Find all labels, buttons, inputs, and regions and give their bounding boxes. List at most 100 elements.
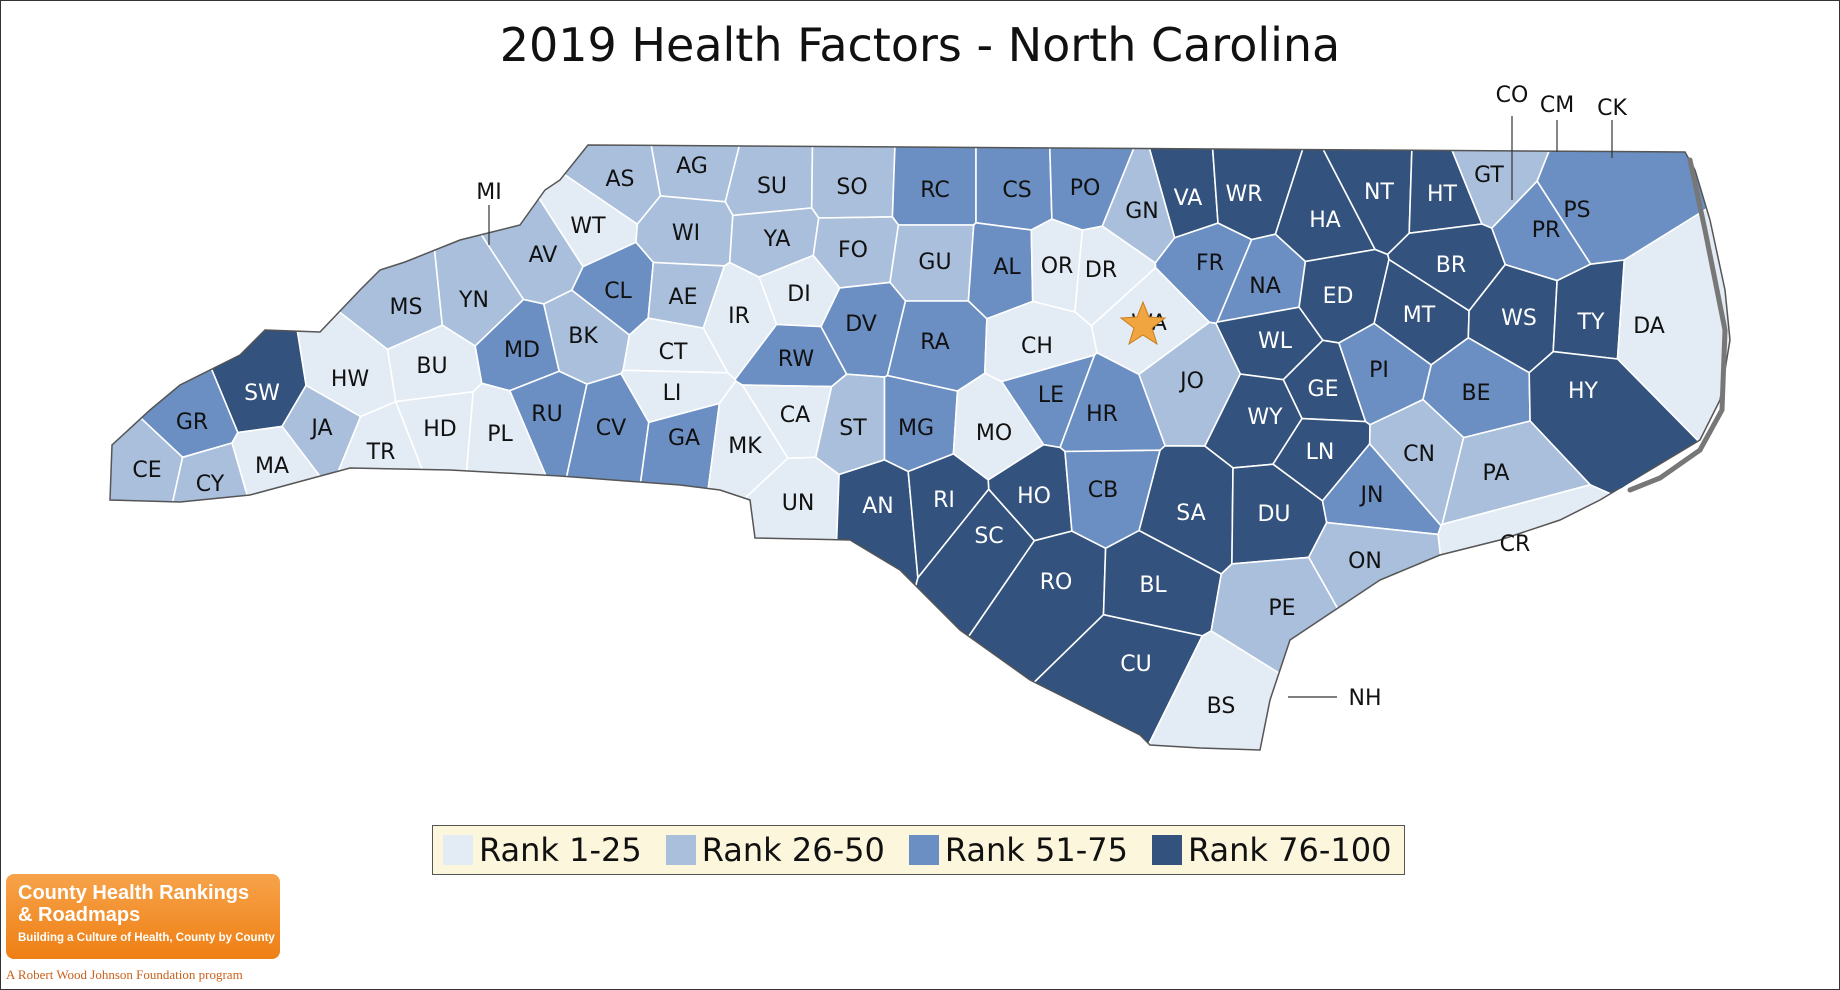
county-label-li: LI [663,381,682,406]
legend-swatch [908,835,939,865]
county-label-ga: GA [668,426,700,451]
county-label-on: ON [1348,549,1382,574]
county-label-ja: JA [309,416,332,441]
outer-banks-outline [1627,157,1728,493]
county-label-po: PO [1070,176,1101,201]
county-label-di: DI [787,282,810,307]
county-label-hw: HW [331,367,370,392]
county-label-cu: CU [1120,652,1151,677]
county-label-bu: BU [416,354,447,379]
county-label-pr: PR [1532,218,1561,243]
county-label-gt: GT [1474,163,1504,188]
county-label-ir: IR [728,304,750,329]
county-label-pa: PA [1483,461,1510,486]
county-label-cy: CY [196,472,225,497]
county-label-dr: DR [1085,258,1117,283]
county-label-na: NA [1249,274,1281,299]
county-label-ge: GE [1308,377,1339,402]
county-label-bl: BL [1139,573,1167,598]
county-label-ms: MS [390,295,423,320]
legend-label: Rank 1-25 [479,831,642,869]
county-label-ln: LN [1306,440,1335,465]
county-label-ru: RU [531,402,562,427]
county-label-mt: MT [1403,303,1436,328]
county-label-or: OR [1041,254,1074,279]
county-health-rankings-logo: County Health Rankings & Roadmaps Buildi… [6,874,280,959]
county-label-ho: HO [1017,484,1051,509]
county-label-cr: CR [1500,532,1531,557]
county-label-ws: WS [1501,306,1537,331]
county-label-wi: WI [672,221,700,246]
county-label-da: DA [1633,314,1665,339]
county-label-be: BE [1462,381,1491,406]
county-label-an: AN [862,494,894,519]
foundation-credit: A Robert Wood Johnson Foundation program [6,967,243,982]
county-label-le: LE [1038,383,1064,408]
county-label-ce: CE [132,458,161,483]
county-label-yn: YN [458,288,489,313]
county-label-mi: MI [476,180,501,205]
legend-swatch [665,835,696,865]
county-regions [90,120,1760,780]
legend-item-rank-51-75: Rank 51-75 [908,831,1128,869]
county-label-wr: WR [1225,182,1262,207]
county-so[interactable] [810,120,897,219]
county-su[interactable] [724,120,814,217]
county-label-pi: PI [1369,358,1389,383]
county-label-cm: CM [1540,93,1574,118]
logo-name: County Health Rankings & Roadmaps [18,882,250,926]
county-label-wl: WL [1258,329,1293,354]
county-on[interactable] [1307,521,1467,780]
county-label-wy: WY [1247,405,1283,430]
county-label-hd: HD [423,417,456,442]
county-label-hr: HR [1086,402,1118,427]
legend-label: Rank 26-50 [701,831,885,869]
county-label-cb: CB [1088,478,1118,503]
county-gr[interactable] [90,120,239,459]
county-label-du: DU [1257,502,1290,527]
county-label-va: VA [1174,186,1203,211]
county-rc[interactable] [891,120,977,226]
page-title: 2019 Health Factors - North Carolina [499,18,1341,72]
county-label-ag: AG [676,154,708,179]
county-label-sw: SW [244,381,280,406]
county-label-wt: WT [570,214,606,239]
county-label-ch: CH [1021,334,1053,359]
legend-label: Rank 51-75 [944,831,1128,869]
county-label-ps: PS [1563,198,1590,223]
county-label-rw: RW [778,347,814,372]
ocracoke-island [1616,451,1669,489]
legend: Rank 1-25 Rank 26-50 Rank 51-75 Rank 76-… [432,825,1405,875]
county-label-nh: NH [1349,686,1382,711]
logo-tagline: Building a Culture of Health, County by … [18,932,275,944]
county-label-su: SU [757,174,787,199]
star-icon [1119,300,1167,346]
county-label-un: UN [782,491,815,516]
county-label-ra: RA [920,330,949,355]
county-cr[interactable] [1437,483,1760,780]
legend-item-rank-76-100: Rank 76-100 [1151,831,1391,869]
county-label-cs: CS [1002,178,1031,203]
county-label-ma: MA [255,454,289,479]
county-label-mg: MG [898,416,934,441]
county-label-md: MD [504,338,540,363]
county-label-ro: RO [1040,570,1073,595]
county-label-jn: JN [1359,483,1384,508]
county-label-gn: GN [1125,199,1159,224]
legend-swatch [1151,835,1182,865]
county-label-gr: GR [176,410,208,435]
county-label-tr: TR [366,440,396,465]
county-cs[interactable] [975,120,1053,231]
county-ma[interactable] [231,425,369,780]
county-label-ya: YA [763,227,791,252]
county-label-ha: HA [1309,208,1341,233]
county-label-gu: GU [918,250,951,275]
county-label-so: SO [836,175,867,200]
county-label-cl: CL [604,279,632,304]
county-label-nt: NT [1364,180,1394,205]
county-label-as: AS [605,167,634,192]
county-label-sa: SA [1176,501,1205,526]
county-label-mo: MO [976,421,1012,446]
county-label-ck: CK [1597,96,1627,121]
